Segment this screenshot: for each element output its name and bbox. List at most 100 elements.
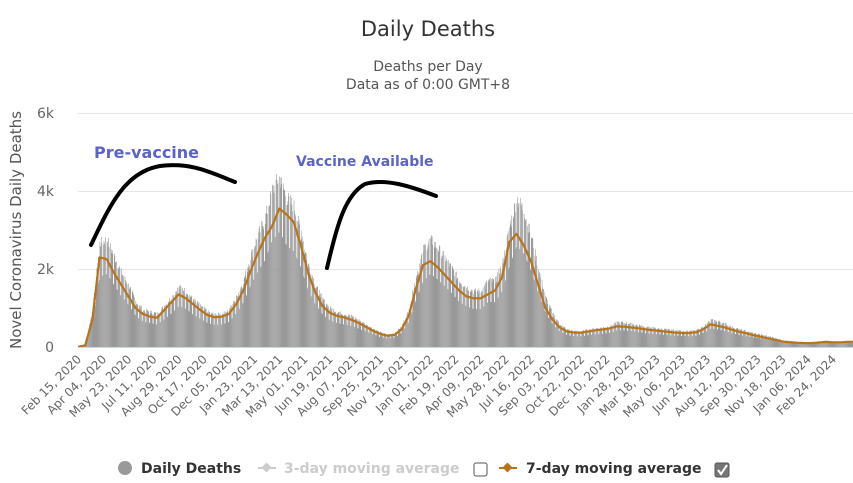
bar	[707, 322, 708, 347]
legend-item-3-day-average[interactable]: 3-day moving average	[258, 461, 460, 477]
bar	[837, 341, 838, 347]
bar	[147, 310, 149, 347]
bar	[326, 304, 327, 347]
bar	[681, 331, 683, 347]
bar	[492, 279, 494, 347]
bar	[138, 318, 140, 347]
bar	[631, 331, 632, 347]
bar	[438, 251, 440, 347]
bar	[613, 323, 615, 347]
bar	[380, 332, 382, 347]
bar	[405, 318, 407, 347]
bar	[275, 179, 277, 347]
bar	[608, 327, 609, 347]
bar	[774, 340, 776, 347]
bar	[737, 328, 739, 347]
bar	[482, 287, 484, 347]
bar	[410, 301, 412, 347]
bar	[315, 287, 316, 347]
bar	[637, 325, 638, 347]
bar	[813, 342, 815, 347]
legend-item-7-day-average[interactable]: 7-day moving average	[499, 461, 702, 477]
bar	[737, 328, 739, 347]
bar	[387, 334, 388, 347]
bar	[762, 334, 763, 347]
bar	[100, 246, 102, 347]
checkbox-3-day-average[interactable]	[473, 462, 488, 477]
bar	[743, 330, 744, 347]
bar	[311, 274, 313, 347]
bar	[336, 322, 337, 347]
bar	[444, 255, 446, 347]
bar	[698, 334, 700, 347]
bar	[801, 342, 803, 347]
bar	[210, 323, 212, 347]
bar	[107, 246, 109, 347]
bar	[232, 304, 234, 347]
bar	[466, 288, 467, 347]
bar	[719, 321, 721, 347]
bar	[306, 260, 308, 347]
legend-item-daily-deaths[interactable]: Daily Deaths	[118, 461, 241, 477]
bar	[622, 323, 624, 347]
bar	[381, 332, 382, 347]
bar	[627, 330, 629, 347]
bar	[505, 280, 506, 347]
bar	[429, 274, 430, 347]
bar	[435, 247, 437, 347]
bar	[358, 320, 360, 347]
bar	[314, 303, 316, 347]
bar	[228, 310, 230, 347]
bar	[152, 323, 154, 347]
bar	[484, 284, 485, 347]
bar	[297, 220, 298, 347]
bar	[850, 342, 852, 347]
bar	[87, 336, 89, 347]
bar	[538, 269, 539, 347]
bar	[587, 335, 589, 347]
bar	[763, 338, 765, 347]
bar	[746, 331, 748, 347]
bar	[494, 302, 495, 347]
bar	[557, 320, 559, 347]
bar	[623, 330, 625, 347]
bar	[189, 294, 191, 347]
bar	[182, 288, 183, 347]
bar	[136, 304, 137, 347]
bar	[675, 331, 676, 347]
bar	[402, 324, 403, 347]
bar	[467, 290, 469, 347]
bar	[738, 335, 740, 347]
bar	[568, 330, 570, 347]
checkbox-7-day-average[interactable]	[714, 462, 730, 478]
bar	[277, 183, 279, 347]
bar	[509, 227, 511, 347]
bar	[829, 341, 830, 347]
bar	[265, 213, 267, 347]
bar	[795, 343, 797, 347]
bar	[508, 269, 509, 347]
bar	[289, 248, 291, 347]
bar	[745, 336, 747, 347]
bar	[488, 279, 489, 347]
bar	[568, 329, 570, 347]
bar	[830, 341, 832, 347]
bar	[533, 279, 535, 347]
bar	[802, 342, 803, 347]
bar	[371, 333, 373, 347]
bar	[756, 338, 758, 347]
bar	[733, 328, 735, 347]
bar	[578, 331, 579, 347]
bar	[159, 322, 161, 347]
bar	[279, 176, 280, 347]
bar	[90, 317, 92, 347]
bar	[780, 340, 782, 347]
bar	[140, 308, 142, 347]
bar	[482, 291, 483, 347]
bar	[755, 333, 757, 347]
bar	[745, 330, 746, 347]
bar	[344, 314, 346, 347]
bar	[376, 330, 378, 347]
bar	[449, 262, 451, 347]
bar	[207, 312, 209, 347]
